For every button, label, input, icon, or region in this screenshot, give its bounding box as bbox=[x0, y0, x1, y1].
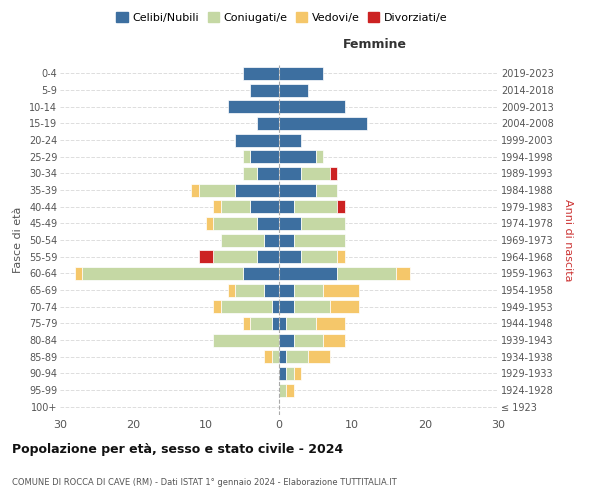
Bar bbox=[221, 300, 272, 313]
Bar bbox=[279, 134, 301, 146]
Bar bbox=[257, 167, 279, 180]
Bar bbox=[316, 150, 323, 163]
Bar bbox=[279, 350, 286, 363]
Legend: Celibi/Nubili, Coniugati/e, Vedovi/e, Divorziati/e: Celibi/Nubili, Coniugati/e, Vedovi/e, Di… bbox=[112, 8, 452, 28]
Bar bbox=[228, 100, 279, 113]
Bar bbox=[242, 67, 279, 80]
Bar bbox=[279, 300, 293, 313]
Bar bbox=[250, 200, 279, 213]
Bar bbox=[293, 300, 330, 313]
Bar bbox=[279, 100, 344, 113]
Bar bbox=[214, 217, 257, 230]
Bar bbox=[286, 350, 308, 363]
Bar bbox=[235, 134, 279, 146]
Bar bbox=[272, 317, 279, 330]
Bar bbox=[235, 284, 265, 296]
Bar bbox=[279, 384, 286, 396]
Bar bbox=[279, 150, 316, 163]
Bar bbox=[286, 384, 293, 396]
Bar bbox=[330, 167, 337, 180]
Bar bbox=[279, 234, 293, 246]
Bar bbox=[293, 284, 323, 296]
Bar bbox=[316, 317, 344, 330]
Bar bbox=[337, 200, 344, 213]
Bar bbox=[235, 184, 279, 196]
Y-axis label: Fasce di età: Fasce di età bbox=[13, 207, 23, 273]
Bar bbox=[214, 300, 221, 313]
Bar bbox=[74, 267, 82, 280]
Bar bbox=[221, 200, 250, 213]
Bar bbox=[250, 150, 279, 163]
Bar bbox=[286, 367, 293, 380]
Bar bbox=[308, 350, 330, 363]
Bar bbox=[301, 217, 344, 230]
Bar bbox=[279, 67, 323, 80]
Bar bbox=[191, 184, 199, 196]
Bar bbox=[242, 150, 250, 163]
Bar bbox=[279, 317, 286, 330]
Bar bbox=[257, 250, 279, 263]
Bar bbox=[272, 300, 279, 313]
Bar bbox=[206, 217, 214, 230]
Bar bbox=[242, 267, 279, 280]
Bar bbox=[265, 234, 279, 246]
Bar bbox=[293, 234, 345, 246]
Bar bbox=[279, 217, 301, 230]
Bar bbox=[214, 200, 221, 213]
Bar bbox=[279, 284, 293, 296]
Text: Popolazione per età, sesso e stato civile - 2024: Popolazione per età, sesso e stato civil… bbox=[12, 442, 343, 456]
Bar bbox=[279, 334, 293, 346]
Bar bbox=[396, 267, 410, 280]
Bar bbox=[330, 300, 359, 313]
Bar bbox=[301, 250, 337, 263]
Bar bbox=[214, 250, 257, 263]
Bar bbox=[279, 184, 316, 196]
Bar bbox=[228, 284, 235, 296]
Bar bbox=[279, 117, 367, 130]
Bar bbox=[257, 217, 279, 230]
Bar bbox=[265, 284, 279, 296]
Bar bbox=[265, 350, 272, 363]
Bar bbox=[337, 267, 396, 280]
Bar bbox=[316, 184, 337, 196]
Bar bbox=[221, 234, 265, 246]
Bar bbox=[279, 367, 286, 380]
Bar bbox=[82, 267, 242, 280]
Bar bbox=[250, 317, 272, 330]
Bar bbox=[293, 200, 337, 213]
Bar bbox=[293, 367, 301, 380]
Bar bbox=[286, 317, 316, 330]
Bar bbox=[242, 317, 250, 330]
Bar bbox=[257, 117, 279, 130]
Bar bbox=[250, 84, 279, 96]
Bar bbox=[301, 167, 330, 180]
Bar bbox=[279, 200, 293, 213]
Text: COMUNE DI ROCCA DI CAVE (RM) - Dati ISTAT 1° gennaio 2024 - Elaborazione TUTTITA: COMUNE DI ROCCA DI CAVE (RM) - Dati ISTA… bbox=[12, 478, 397, 487]
Bar bbox=[279, 167, 301, 180]
Bar bbox=[293, 334, 323, 346]
Bar bbox=[279, 84, 308, 96]
Text: Femmine: Femmine bbox=[343, 38, 407, 51]
Bar bbox=[199, 184, 235, 196]
Bar bbox=[323, 334, 344, 346]
Bar bbox=[323, 284, 359, 296]
Bar bbox=[279, 250, 301, 263]
Bar bbox=[279, 267, 337, 280]
Bar bbox=[242, 167, 257, 180]
Y-axis label: Anni di nascita: Anni di nascita bbox=[563, 198, 573, 281]
Bar bbox=[214, 334, 279, 346]
Bar bbox=[337, 250, 344, 263]
Bar bbox=[272, 350, 279, 363]
Bar bbox=[199, 250, 214, 263]
